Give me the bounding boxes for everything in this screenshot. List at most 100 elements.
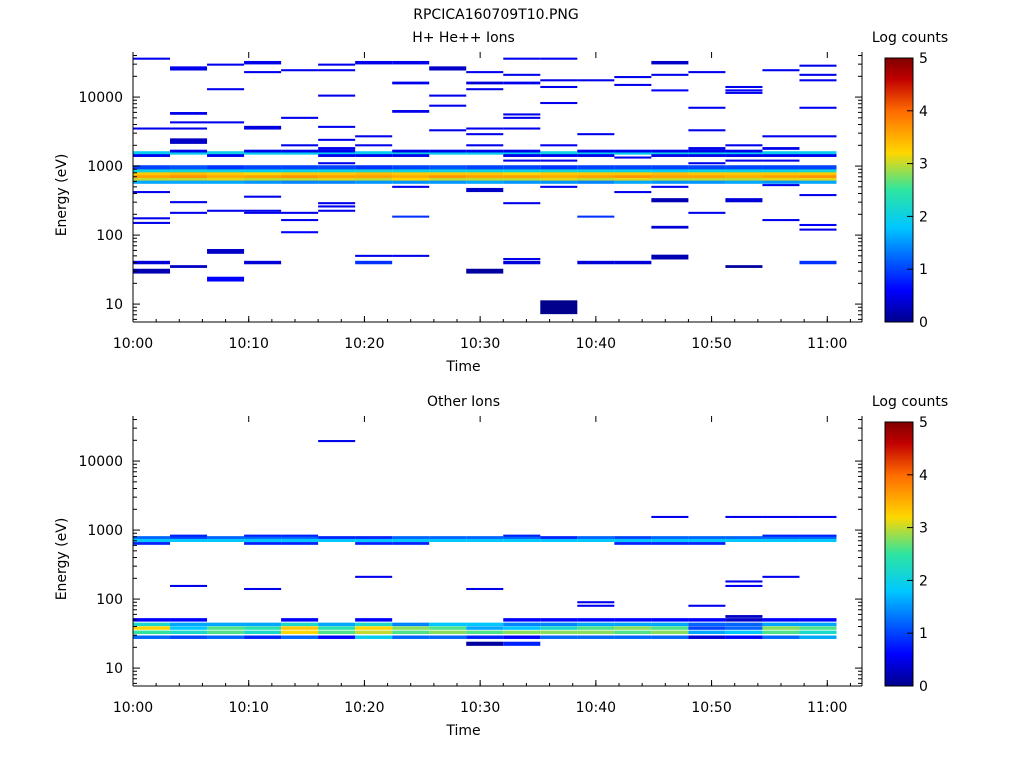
heatmap-cell: [614, 630, 652, 635]
heatmap-cell: [392, 185, 430, 188]
heatmap-cell: [281, 168, 319, 173]
heatmap-cell: [540, 151, 578, 155]
heatmap-cell: [503, 171, 541, 176]
heatmap-cell: [503, 630, 541, 635]
heatmap-cell: [503, 641, 541, 646]
heatmap-cell: [244, 635, 282, 639]
heatmap-cell: [799, 515, 837, 518]
heatmap-cell: [281, 165, 319, 170]
heatmap-cell: [281, 630, 319, 635]
heatmap-cell: [799, 228, 837, 231]
heatmap-cell: [355, 542, 393, 545]
heatmap-cell: [540, 622, 578, 627]
heatmap-cell: [725, 198, 763, 203]
heatmap-cell: [355, 154, 393, 157]
heatmap-cell: [614, 537, 652, 542]
colorbar: [884, 421, 914, 687]
heatmap-cell: [799, 178, 837, 184]
heatmap-cell: [318, 630, 356, 635]
heatmap-cell: [540, 159, 578, 162]
heatmap-cell: [207, 178, 245, 184]
heatmap-cell: [799, 618, 837, 622]
heatmap-cell: [466, 81, 504, 85]
heatmap-cell: [281, 534, 319, 537]
heatmap-cell: [651, 626, 689, 630]
heatmap-cell: [318, 626, 356, 630]
heatmap-cell: [244, 195, 282, 198]
heatmap-cell: [466, 171, 504, 176]
heatmap-cell: [392, 176, 430, 181]
heatmap-cell: [651, 151, 689, 155]
heatmap-cell: [614, 151, 652, 155]
heatmap-cell: [651, 173, 689, 178]
heatmap-cell: [207, 151, 245, 155]
heatmap-cell: [799, 176, 837, 181]
heatmap-cell: [540, 185, 578, 188]
heatmap-cell: [651, 254, 689, 260]
heatmap-cell: [762, 626, 800, 630]
heatmap-cell: [244, 536, 282, 539]
heatmap-cell: [762, 618, 800, 622]
heatmap-cell: [799, 622, 837, 627]
heatmap-cell: [133, 268, 171, 274]
heatmap-cell: [318, 138, 356, 141]
heatmap-cell: [614, 171, 652, 176]
heatmap-cell: [466, 536, 504, 539]
heatmap-cell: [392, 81, 430, 85]
heatmap-cell: [355, 176, 393, 181]
heatmap-cell: [762, 178, 800, 184]
heatmap-cell: [429, 178, 467, 184]
heatmap-cell: [318, 168, 356, 173]
heatmap-cell: [170, 176, 208, 181]
heatmap-cell: [466, 151, 504, 155]
heatmap-cell: [392, 537, 430, 542]
heatmap-cell: [392, 165, 430, 170]
heatmap-cell: [577, 622, 615, 627]
heatmap-cell: [133, 178, 171, 184]
heatmap-cell: [762, 534, 800, 537]
heatmap-cell: [725, 176, 763, 181]
heatmap-cell: [725, 149, 763, 153]
heatmap-cell: [170, 635, 208, 639]
heatmap-cell: [318, 635, 356, 639]
heatmap-cell: [170, 149, 208, 153]
x-tick-label: 10:30: [460, 700, 500, 716]
heatmap-cell: [392, 171, 430, 176]
heatmap-cell: [355, 630, 393, 635]
colorbar-tick-label: 3: [919, 157, 928, 173]
heatmap-cell: [318, 176, 356, 181]
heatmap-cell: [503, 116, 541, 119]
heatmap-cell: [799, 537, 837, 542]
heatmap-cell: [799, 171, 837, 176]
heatmap-cell: [503, 149, 541, 153]
colorbar-tick-label: 2: [919, 573, 928, 589]
heatmap-cell: [281, 626, 319, 630]
heatmap-cell: [540, 300, 578, 315]
heatmap-cell: [540, 176, 578, 181]
heatmap-cell: [540, 79, 578, 82]
heatmap-cell: [392, 542, 430, 545]
y-tick-label: 100: [96, 592, 123, 608]
heatmap-cell: [244, 260, 282, 265]
heatmap-cell: [503, 151, 541, 155]
heatmap-cell: [133, 221, 171, 224]
heatmap-cell: [503, 159, 541, 162]
heatmap-cell: [170, 168, 208, 173]
heatmap-cell: [466, 176, 504, 181]
heatmap-cell: [614, 165, 652, 170]
heatmap-cell: [651, 198, 689, 203]
heatmap-cell: [170, 201, 208, 204]
heatmap-cell: [651, 60, 689, 65]
heatmap-cell: [207, 168, 245, 173]
colorbar-tick-label: 0: [919, 315, 928, 331]
heatmap-cell: [725, 168, 763, 173]
heatmap-cell: [614, 83, 652, 86]
heatmap-cells: [133, 57, 837, 315]
heatmap-cell: [318, 536, 356, 539]
heatmap-cell: [614, 542, 652, 545]
heatmap-cell: [207, 635, 245, 639]
heatmap-cell: [170, 584, 208, 587]
heatmap-cell: [170, 127, 208, 130]
heatmap-cell: [725, 144, 763, 147]
heatmap-cell: [799, 534, 837, 537]
